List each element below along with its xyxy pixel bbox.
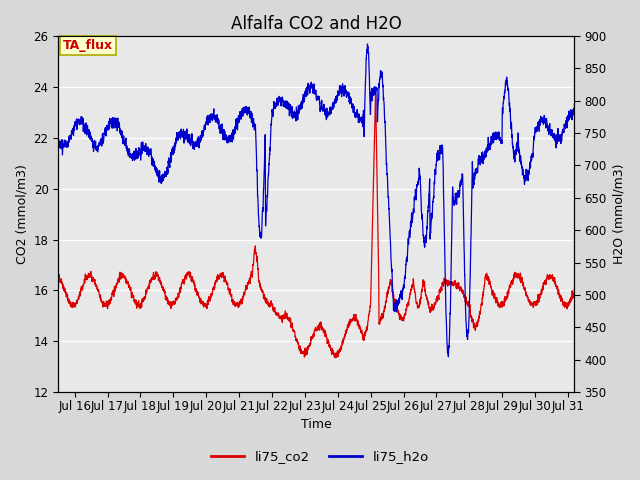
li75_h2o: [54, 140, 62, 145]
li75_co2: [555, 291, 563, 297]
li75_h2o: [300, 97, 307, 103]
li75_h2o: [555, 136, 563, 142]
li75_h2o: [364, 41, 371, 47]
Y-axis label: CO2 (mmol/m3): CO2 (mmol/m3): [15, 164, 28, 264]
li75_co2: [332, 355, 339, 360]
li75_h2o: [571, 101, 579, 107]
li75_co2: [529, 303, 537, 309]
li75_co2: [54, 272, 62, 278]
Line: li75_co2: li75_co2: [58, 95, 575, 358]
li75_h2o: [275, 96, 283, 102]
li75_co2: [372, 92, 380, 98]
Title: Alfalfa CO2 and H2O: Alfalfa CO2 and H2O: [231, 15, 402, 33]
li75_co2: [429, 307, 437, 312]
li75_co2: [271, 309, 279, 315]
li75_h2o: [429, 195, 437, 201]
li75_h2o: [529, 145, 537, 151]
li75_co2: [300, 350, 307, 356]
X-axis label: Time: Time: [301, 419, 332, 432]
Legend: li75_co2, li75_h2o: li75_co2, li75_h2o: [205, 445, 435, 468]
li75_h2o: [445, 354, 452, 360]
Text: TA_flux: TA_flux: [63, 39, 113, 52]
Line: li75_h2o: li75_h2o: [58, 44, 575, 357]
li75_co2: [571, 285, 579, 291]
Y-axis label: H2O (mmol/m3): H2O (mmol/m3): [612, 164, 625, 264]
li75_h2o: [271, 105, 279, 111]
li75_co2: [275, 315, 283, 321]
